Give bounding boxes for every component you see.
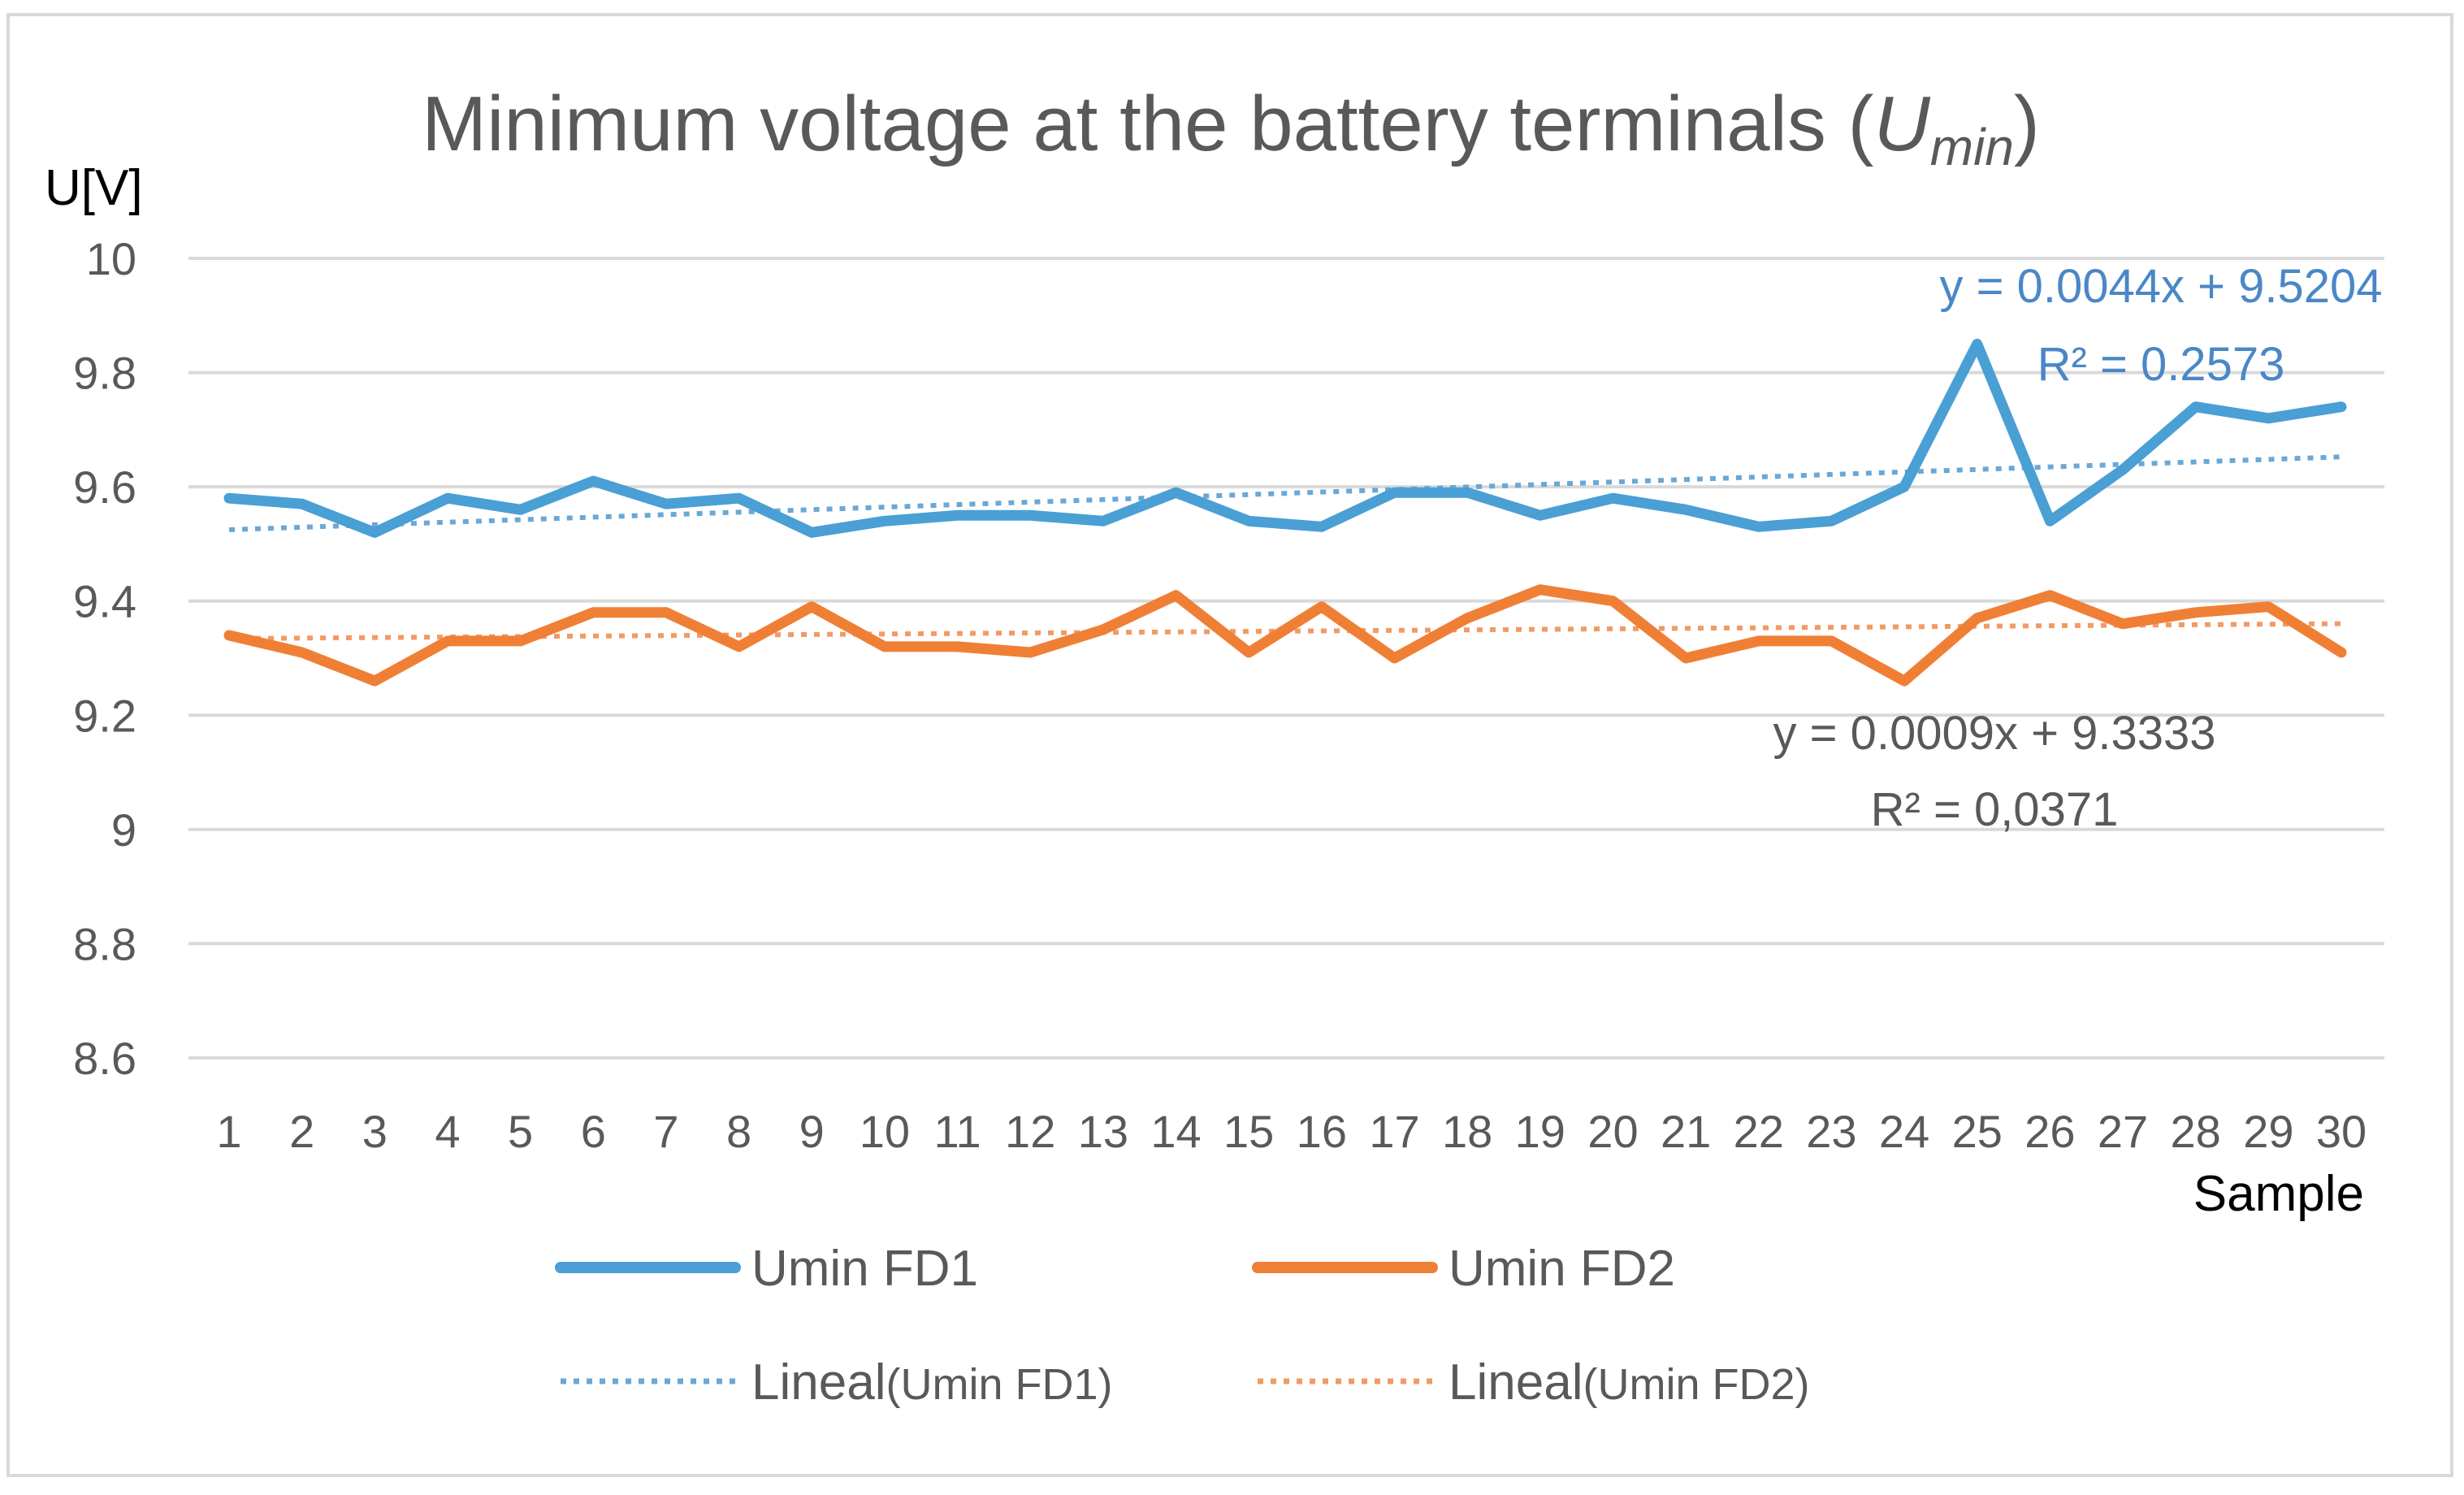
series-line-umin-fd1: [223, 338, 2347, 538]
x-tick-label: 8: [726, 1106, 751, 1157]
y-tick-label: 9: [111, 804, 136, 856]
y-tick-label: 10: [86, 233, 136, 284]
x-tick-label: 17: [1369, 1106, 1419, 1157]
trendline-fd1-equation: y = 0.0044x + 9.5204: [1940, 260, 2383, 313]
x-tick-label: 14: [1150, 1106, 1201, 1157]
y-tick-label: 8.6: [73, 1033, 136, 1084]
y-tick-label: 9.4: [73, 576, 136, 627]
x-tick-label: 6: [581, 1106, 606, 1157]
x-tick-label: 21: [1661, 1106, 1711, 1157]
x-tick-label: 11: [933, 1106, 981, 1157]
legend-label-lineal-fd2: Lineal(Umin FD2): [1449, 1354, 1809, 1410]
legend-item-umin-fd1[interactable]: Umin FD1: [555, 1241, 978, 1297]
legend-label-lineal-fd1-suffix: (Umin FD1): [886, 1360, 1112, 1409]
x-tick-label: 5: [508, 1106, 533, 1157]
x-tick-label: 10: [860, 1106, 910, 1157]
chart-title-close: ): [2014, 80, 2040, 167]
legend-label-lineal-fd1: Lineal(Umin FD1): [751, 1354, 1112, 1410]
gridlines: [188, 257, 2384, 1060]
x-tick-label: 1: [216, 1106, 241, 1157]
trendline-fd2-r2: R² = 0,0371: [1871, 783, 2119, 836]
legend: Umin FD1 Umin FD2 Lineal(Umin FD1) Linea…: [555, 1241, 1809, 1410]
data-series: [223, 338, 2347, 687]
x-tick-label: 30: [2316, 1106, 2367, 1157]
series-line-umin-fd2: [223, 584, 2347, 687]
legend-label-lineal-fd2-suffix: (Umin FD2): [1583, 1360, 1809, 1409]
legend-label-umin-fd1: Umin FD1: [751, 1241, 978, 1297]
chart-title-variable: U: [1873, 80, 1930, 167]
legend-label-umin-fd2: Umin FD2: [1449, 1241, 1675, 1297]
y-tick-label: 9.2: [73, 690, 136, 741]
x-tick-label: 24: [1879, 1106, 1929, 1157]
x-tick-label: 19: [1515, 1106, 1565, 1157]
x-tick-label: 29: [2243, 1106, 2293, 1157]
x-tick-label: 13: [1078, 1106, 1128, 1157]
trendline-fd1: [228, 454, 2342, 532]
y-tick-label: 9.8: [73, 348, 136, 399]
x-tick-label: 2: [289, 1106, 314, 1157]
x-tick-label: 20: [1587, 1106, 1638, 1157]
x-tick-label: 7: [653, 1106, 678, 1157]
legend-item-umin-fd2[interactable]: Umin FD2: [1252, 1241, 1675, 1297]
chart-title-subscript: min: [1930, 118, 2014, 176]
x-tick-labels: 1 2 3 4 5 6 7 8 9 10 11 12 13 14 15 16 17 18 19 20 21 22 23 24 2…: [216, 1106, 2367, 1157]
x-tick-label: 12: [1005, 1106, 1055, 1157]
x-tick-label: 16: [1297, 1106, 1347, 1157]
x-tick-label: 26: [2024, 1106, 2075, 1157]
y-tick-labels: 10 9.8 9.6 9.4 9.2 9 8.8 8.6: [73, 233, 136, 1084]
x-tick-label: 22: [1734, 1106, 1784, 1157]
trendline-fd2-equation: y = 0.0009x + 9.3333: [1773, 707, 2216, 760]
trendline-fd1-r2: R² = 0.2573: [2037, 338, 2285, 391]
x-axis-label: Sample: [2193, 1166, 2364, 1222]
x-tick-label: 4: [435, 1106, 460, 1157]
y-axis-label: U[V]: [45, 160, 143, 216]
x-tick-label: 18: [1442, 1106, 1492, 1157]
y-tick-label: 9.6: [73, 462, 136, 513]
x-tick-label: 28: [2171, 1106, 2221, 1157]
legend-item-lineal-fd1[interactable]: Lineal(Umin FD1): [561, 1354, 1112, 1410]
x-tick-label: 9: [799, 1106, 825, 1157]
y-tick-label: 8.8: [73, 918, 136, 969]
x-tick-label: 23: [1806, 1106, 1856, 1157]
chart-title: Minimum voltage at the battery terminals…: [422, 80, 2040, 176]
x-tick-label: 15: [1223, 1106, 1274, 1157]
x-tick-label: 3: [362, 1106, 388, 1157]
legend-item-lineal-fd2[interactable]: Lineal(Umin FD2): [1258, 1354, 1809, 1410]
x-tick-label: 25: [1952, 1106, 2003, 1157]
x-tick-label: 27: [2098, 1106, 2148, 1157]
